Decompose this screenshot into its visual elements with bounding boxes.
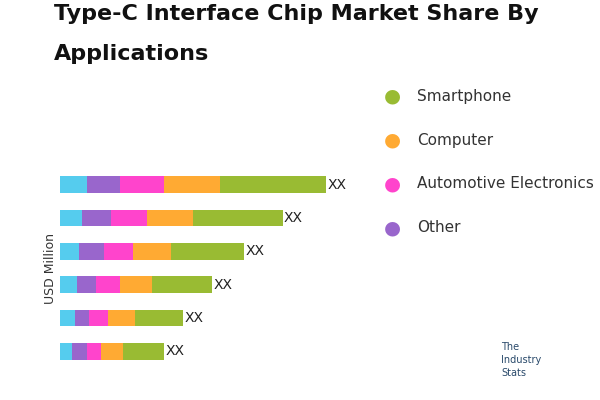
Text: Computer: Computer xyxy=(417,132,493,148)
Bar xyxy=(82,210,111,226)
Bar xyxy=(60,310,74,326)
Bar xyxy=(86,176,121,193)
Bar xyxy=(89,310,109,326)
Text: ●: ● xyxy=(384,130,401,150)
Bar xyxy=(193,210,283,226)
Bar xyxy=(147,210,193,226)
Y-axis label: USD Million: USD Million xyxy=(44,232,57,304)
Text: Other: Other xyxy=(417,220,461,236)
Bar xyxy=(104,243,133,260)
Bar xyxy=(152,276,212,293)
Bar xyxy=(60,210,82,226)
Text: XX: XX xyxy=(214,278,233,292)
Bar xyxy=(60,243,79,260)
Bar xyxy=(220,176,326,193)
Text: XX: XX xyxy=(245,244,265,258)
Text: XX: XX xyxy=(284,211,303,225)
Bar xyxy=(111,210,147,226)
Text: ●: ● xyxy=(384,218,401,238)
Text: Smartphone: Smartphone xyxy=(417,88,511,104)
Bar xyxy=(133,243,171,260)
Text: XX: XX xyxy=(328,178,347,192)
Bar xyxy=(121,176,164,193)
Bar xyxy=(109,310,135,326)
Bar xyxy=(123,343,164,360)
Bar xyxy=(86,343,101,360)
Bar xyxy=(60,343,72,360)
Bar xyxy=(60,276,77,293)
Bar xyxy=(79,243,104,260)
Bar xyxy=(121,276,152,293)
Bar xyxy=(135,310,184,326)
Bar xyxy=(101,343,123,360)
Bar xyxy=(171,243,244,260)
Bar xyxy=(77,276,96,293)
Text: Automotive Electronics: Automotive Electronics xyxy=(417,176,594,192)
Bar xyxy=(72,343,86,360)
Bar xyxy=(74,310,89,326)
Text: Applications: Applications xyxy=(54,44,209,64)
Text: ●: ● xyxy=(384,86,401,106)
Bar xyxy=(164,176,220,193)
Text: XX: XX xyxy=(166,344,184,358)
Text: The
Industry
Stats: The Industry Stats xyxy=(501,342,541,378)
Bar xyxy=(60,176,86,193)
Text: ●: ● xyxy=(384,174,401,194)
Bar xyxy=(96,276,121,293)
Text: Type-C Interface Chip Market Share By: Type-C Interface Chip Market Share By xyxy=(54,4,539,24)
Text: XX: XX xyxy=(185,311,204,325)
